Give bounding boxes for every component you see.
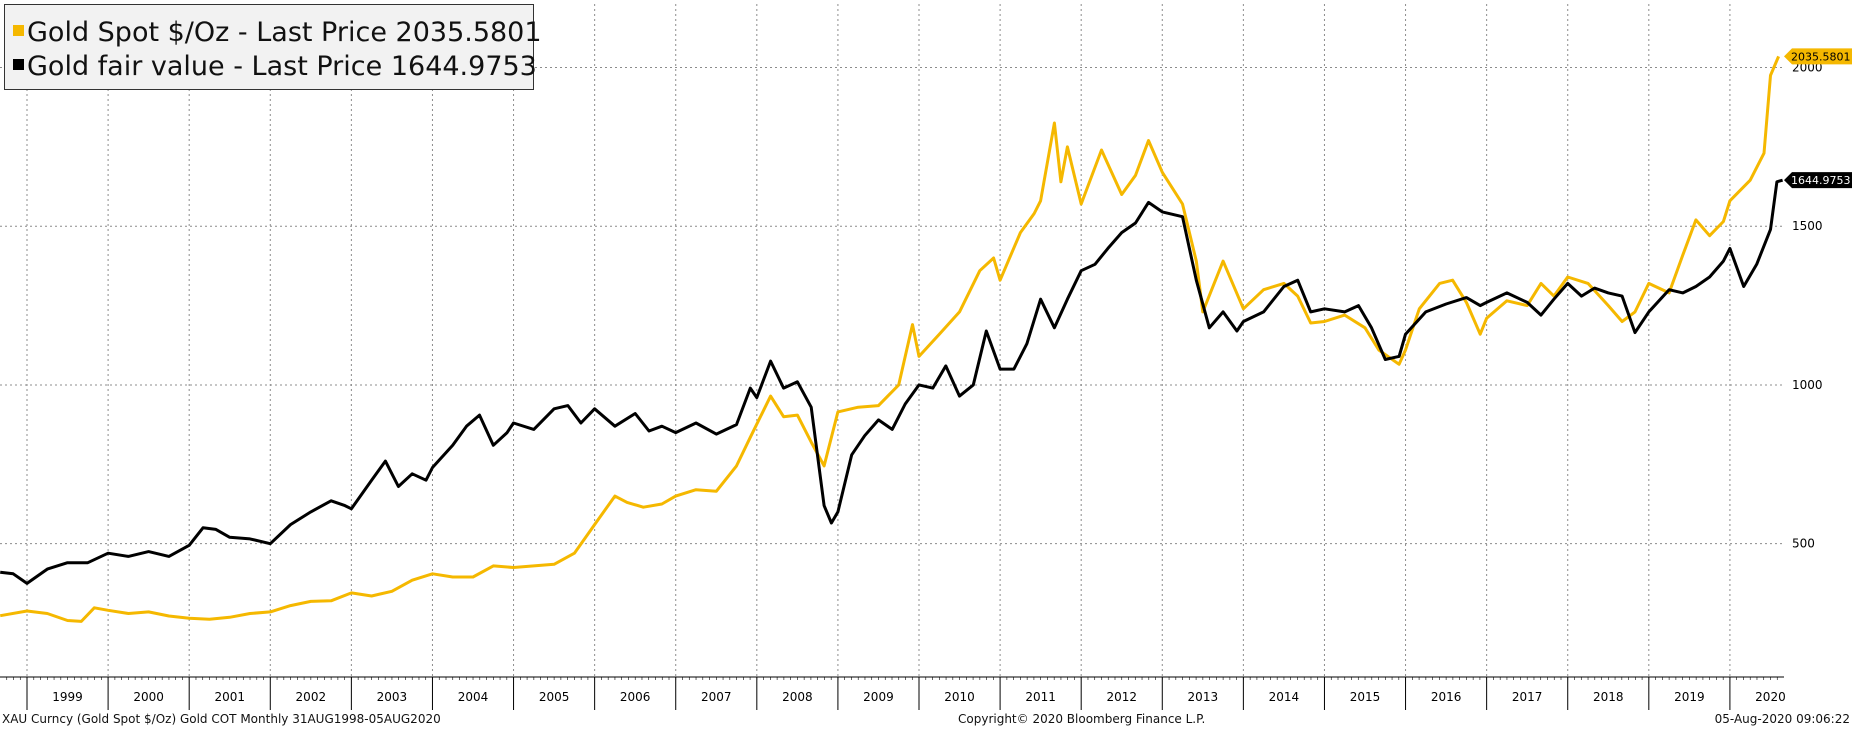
grid — [0, 4, 1784, 677]
x-tick-label: 2019 — [1674, 690, 1705, 704]
x-tick-label: 2014 — [1269, 690, 1300, 704]
x-tick-label: 2007 — [701, 690, 732, 704]
footer-copyright: Copyright© 2020 Bloomberg Finance L.P. — [958, 712, 1206, 726]
legend-label-fair-value: Gold fair value - Last Price — [27, 51, 383, 82]
legend-swatch-gold-spot — [13, 25, 24, 36]
x-tick-label: 2001 — [214, 690, 245, 704]
x-tick-label: 2003 — [377, 690, 408, 704]
x-tick-label: 2010 — [944, 690, 975, 704]
x-tick-label: 2008 — [782, 690, 813, 704]
series-lines — [0, 55, 1784, 623]
x-tick-label: 2005 — [539, 690, 570, 704]
last-value-tag-bg — [1784, 172, 1852, 189]
x-tick-label: 2002 — [296, 690, 327, 704]
legend-swatch-fair-value — [13, 59, 24, 70]
series-line-gold-spot — [0, 55, 1780, 623]
legend-label-gold-spot: Gold Spot $/Oz - Last Price — [27, 17, 387, 48]
x-tick-label: 2011 — [1025, 690, 1056, 704]
last-value-tag-bg — [1784, 48, 1852, 65]
footer-source: XAU Curncy (Gold Spot $/Oz) Gold COT Mon… — [2, 712, 441, 726]
x-tick-label: 2020 — [1755, 690, 1786, 704]
x-tick-label: 2012 — [1106, 690, 1137, 704]
x-tick-label: 2004 — [458, 690, 489, 704]
y-tick-label: 1500 — [1792, 219, 1823, 233]
last-value-tag-label: 1644.9753 — [1791, 174, 1851, 187]
series-line-fair-value — [0, 178, 1784, 585]
x-tick-label: 2015 — [1350, 690, 1381, 704]
legend-item-gold-spot: Gold Spot $/Oz - Last Price 2035.5801 — [13, 17, 542, 48]
legend-value-fair-value: 1644.9753 — [390, 51, 537, 82]
x-axis: 1999 2000 2001 2002 2003 2004 2005 2006 2007 2008… — [6, 677, 1786, 710]
x-tick-label: 2006 — [620, 690, 651, 704]
legend-item-fair-value: Gold fair value - Last Price 1644.9753 — [13, 51, 537, 82]
footer-timestamp: 05-Aug-2020 09:06:22 — [1714, 712, 1850, 726]
last-value-tag-label: 2035.5801 — [1791, 50, 1851, 63]
x-tick-label: 2018 — [1593, 690, 1624, 704]
x-tick-label: 2017 — [1512, 690, 1543, 704]
x-tick-label: 2009 — [863, 690, 894, 704]
x-tick-label: 2013 — [1188, 690, 1219, 704]
x-tick-label: 1999 — [52, 690, 83, 704]
last-value-tags: 2035.5801 1644.9753 — [1784, 48, 1852, 189]
x-tick-label: 2016 — [1431, 690, 1462, 704]
legend-value-gold-spot: 2035.5801 — [395, 17, 542, 48]
y-tick-label: 1000 — [1792, 378, 1823, 392]
legend: Gold Spot $/Oz - Last Price 2035.5801 Go… — [4, 4, 542, 90]
y-tick-label: 500 — [1792, 537, 1815, 551]
x-tick-label: 2000 — [133, 690, 164, 704]
